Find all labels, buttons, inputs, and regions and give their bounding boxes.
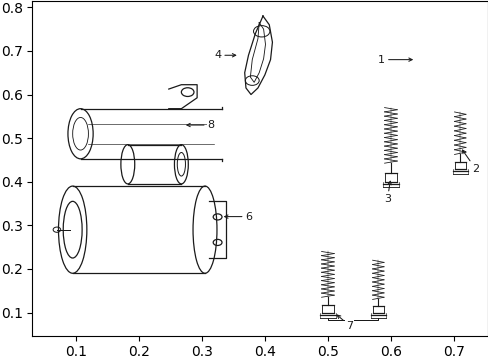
Text: 2: 2 xyxy=(462,150,478,174)
Text: 7: 7 xyxy=(337,315,352,330)
Text: 6: 6 xyxy=(224,212,252,222)
Text: 3: 3 xyxy=(383,181,390,204)
Text: 5: 5 xyxy=(0,359,1,360)
Text: 8: 8 xyxy=(186,120,214,130)
Text: 4: 4 xyxy=(214,50,235,60)
Text: 1: 1 xyxy=(378,55,411,65)
